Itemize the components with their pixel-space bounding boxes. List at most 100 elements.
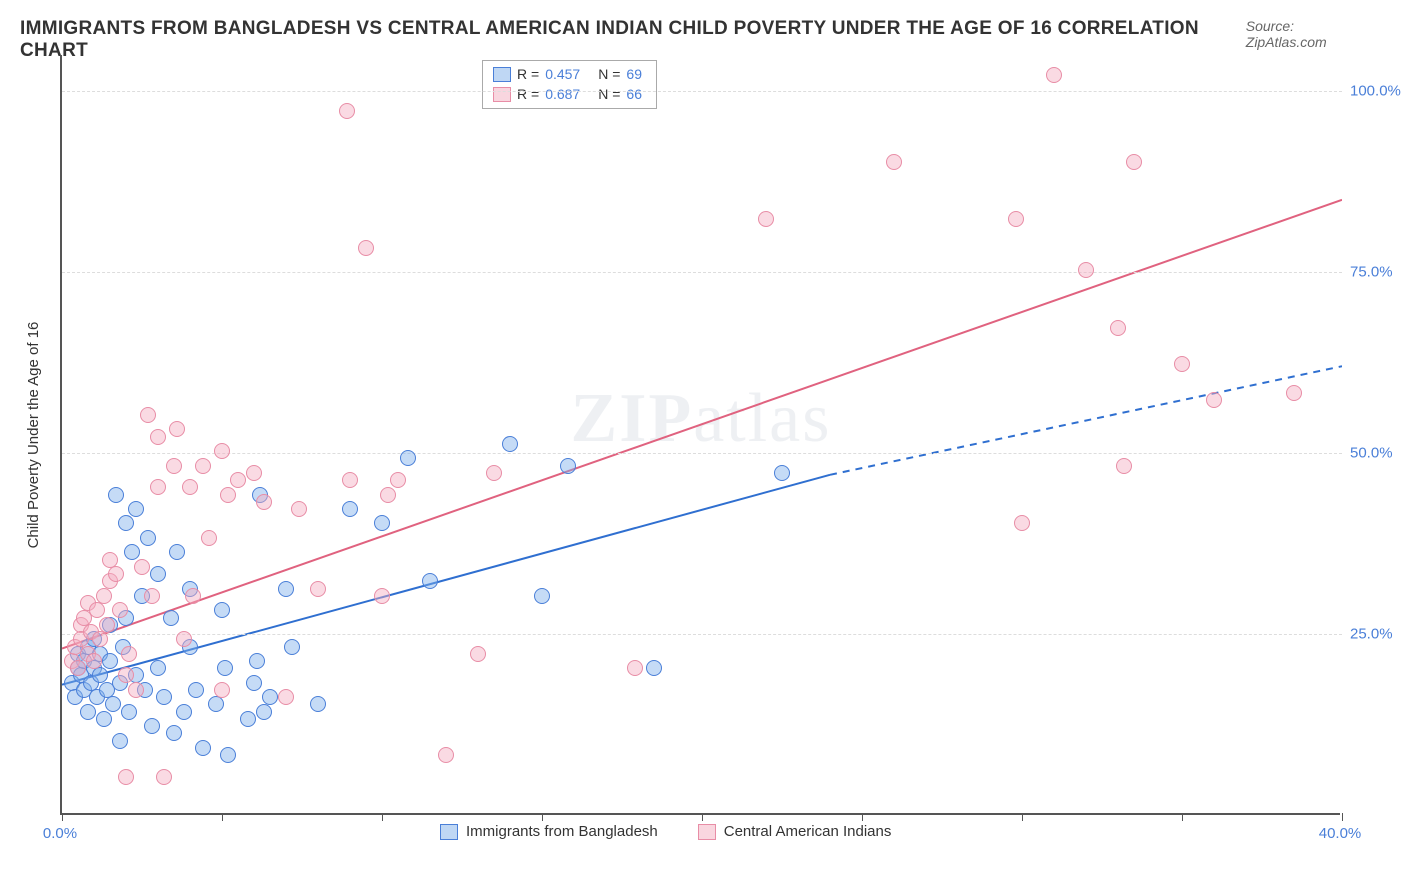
x-tick (222, 813, 223, 821)
data-point (438, 747, 454, 763)
data-point (128, 501, 144, 517)
legend-r-label: R = (517, 85, 539, 105)
gridline (62, 272, 1342, 273)
data-point (534, 588, 550, 604)
data-point (70, 660, 86, 676)
x-tick (1342, 813, 1343, 821)
data-point (1078, 262, 1094, 278)
data-point (105, 696, 121, 712)
data-point (121, 646, 137, 662)
data-point (249, 653, 265, 669)
data-point (310, 581, 326, 597)
data-point (176, 704, 192, 720)
plot-region: ZIPatlas R = 0.457N = 69R = 0.687 N = 66 (60, 55, 1340, 815)
data-point (89, 602, 105, 618)
legend-stat-row: R = 0.457N = 69 (493, 65, 642, 85)
data-point (182, 479, 198, 495)
data-point (176, 631, 192, 647)
data-point (195, 458, 211, 474)
data-point (86, 653, 102, 669)
data-point (169, 544, 185, 560)
data-point (380, 487, 396, 503)
data-point (291, 501, 307, 517)
data-point (390, 472, 406, 488)
data-point (422, 573, 438, 589)
data-point (374, 588, 390, 604)
data-point (108, 566, 124, 582)
data-point (1014, 515, 1030, 531)
data-point (108, 487, 124, 503)
data-point (486, 465, 502, 481)
data-point (256, 704, 272, 720)
data-point (217, 660, 233, 676)
data-point (646, 660, 662, 676)
gridline (62, 91, 1342, 92)
watermark: ZIPatlas (571, 379, 832, 459)
data-point (140, 530, 156, 546)
x-tick (542, 813, 543, 821)
legend-item: Central American Indians (698, 823, 892, 840)
data-point (246, 465, 262, 481)
data-point (188, 682, 204, 698)
legend-n-value: 66 (626, 85, 642, 105)
data-point (134, 559, 150, 575)
data-point (150, 429, 166, 445)
y-tick-label: 75.0% (1350, 264, 1393, 281)
x-tick-label: 0.0% (43, 825, 77, 842)
data-point (342, 472, 358, 488)
data-point (220, 487, 236, 503)
data-point (128, 682, 144, 698)
legend-swatch (493, 67, 511, 82)
data-point (144, 718, 160, 734)
data-point (150, 566, 166, 582)
data-point (156, 689, 172, 705)
legend-swatch (440, 824, 458, 840)
data-point (278, 581, 294, 597)
gridline (62, 453, 1342, 454)
data-point (256, 494, 272, 510)
y-tick-label: 50.0% (1350, 445, 1393, 462)
data-point (774, 465, 790, 481)
legend-label: Central American Indians (724, 823, 892, 840)
x-tick (702, 813, 703, 821)
data-point (150, 479, 166, 495)
x-tick (1022, 813, 1023, 821)
data-point (220, 747, 236, 763)
data-point (278, 689, 294, 705)
y-tick-label: 100.0% (1350, 83, 1401, 100)
data-point (560, 458, 576, 474)
data-point (96, 588, 112, 604)
data-point (886, 154, 902, 170)
legend-stat-row: R = 0.687 N = 66 (493, 85, 642, 105)
x-tick (382, 813, 383, 821)
x-tick-label: 40.0% (1319, 825, 1362, 842)
legend-item: Immigrants from Bangladesh (440, 823, 658, 840)
data-point (140, 407, 156, 423)
data-point (1174, 356, 1190, 372)
gridline (62, 634, 1342, 635)
data-point (1110, 320, 1126, 336)
data-point (96, 711, 112, 727)
data-point (400, 450, 416, 466)
data-point (121, 704, 137, 720)
trend-lines (62, 55, 1342, 815)
data-point (80, 704, 96, 720)
data-point (262, 689, 278, 705)
data-point (118, 667, 134, 683)
data-point (246, 675, 262, 691)
x-tick (862, 813, 863, 821)
data-point (1116, 458, 1132, 474)
data-point (627, 660, 643, 676)
legend-r-value: 0.457 (545, 65, 580, 85)
data-point (112, 733, 128, 749)
data-point (284, 639, 300, 655)
data-point (156, 769, 172, 785)
data-point (1206, 392, 1222, 408)
series-legend: Immigrants from Bangladesh Central Americ… (440, 823, 891, 840)
data-point (374, 515, 390, 531)
data-point (169, 421, 185, 437)
legend-r-value: 0.687 (545, 85, 580, 105)
data-point (230, 472, 246, 488)
data-point (118, 515, 134, 531)
legend-n-label: N = (598, 85, 620, 105)
